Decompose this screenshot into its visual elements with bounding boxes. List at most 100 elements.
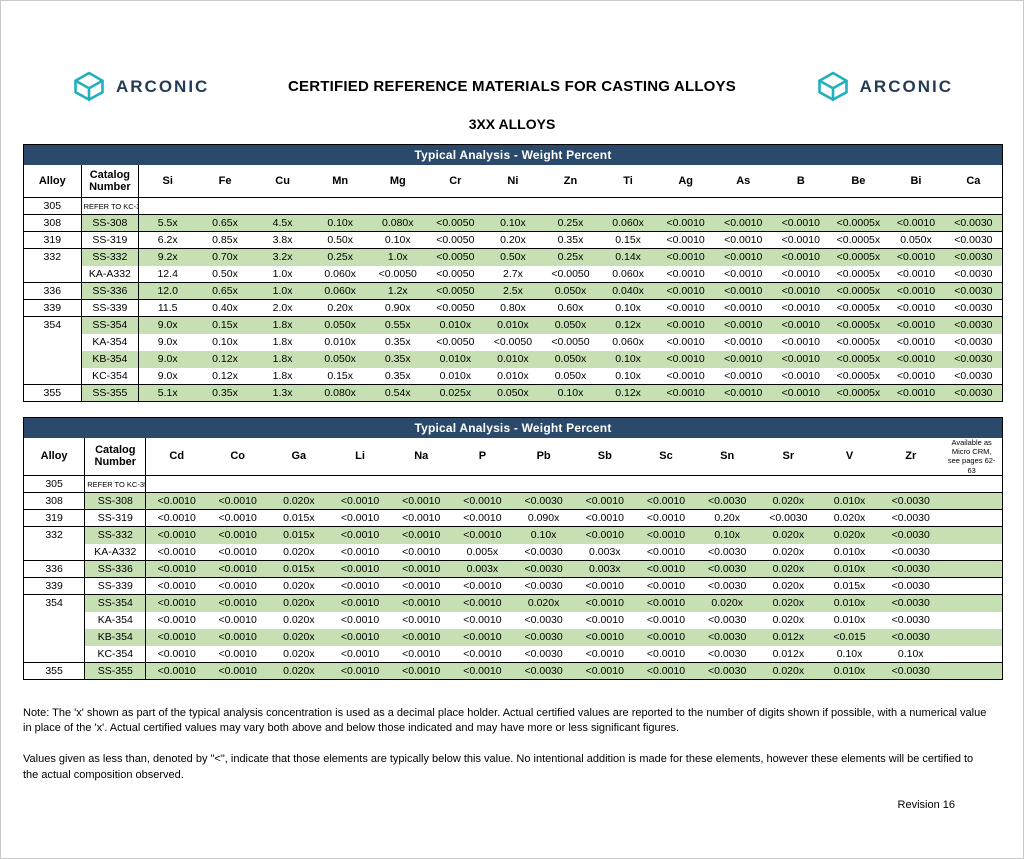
value-cell [944,197,1003,215]
catalog-cell: KB-354 [84,628,147,646]
column-header: B [772,164,830,198]
table-row: 319 SS-319 6.2x 0.85x 3.8x 0.50x 0.10x <0.0050 0… [23,231,1003,249]
value-cell: <0.0010 [887,350,945,368]
catalog-cell: KA-354 [81,333,140,351]
value-cell: <0.0010 [574,526,636,544]
value-cell [390,475,452,493]
column-header: Mn [311,164,369,198]
value-cell: <0.0050 [426,299,485,317]
alloy-cell: 332 [23,248,82,266]
value-cell: 0.020x [283,647,315,660]
value-cell: <0.0010 [329,577,391,595]
value-cell: 12.0 [138,282,197,300]
note-less-than: Values given as less than, denoted by "<… [23,753,974,781]
column-header: Fe [196,164,254,198]
column-header: Mg [368,164,427,198]
column-header-row: Alloy Catalog Number Si Fe Cu Mn Mg Cr Ni Zn Ti Ag A… [23,164,1003,198]
value-cell: <0.0030 [696,560,758,578]
value-cell: 0.50x [484,248,542,266]
value-cell: <0.0010 [772,384,830,402]
table-row: 308 SS-308 5.5x 0.65x 4.5x 0.10x 0.080x <0.0050… [23,214,1003,232]
value-cell: 0.020x [268,662,330,680]
value-cell: <0.0050 [493,336,533,348]
value-cell: 0.35x [368,350,427,368]
value-cell: 0.80x [484,299,542,317]
value-cell: 0.012x [757,628,819,646]
value-cell: <0.0010 [145,509,208,527]
value-cell: 0.54x [368,384,427,402]
value-cell: <0.0030 [944,248,1003,266]
value-cell: 0.080x [368,214,427,232]
value-cell: <0.0010 [207,509,269,527]
value-cell: <0.0010 [451,492,513,510]
value-cell: <0.0010 [390,492,452,510]
value-cell: 1.0x [368,248,427,266]
value-cell: <0.0010 [646,545,686,558]
value-cell [541,197,600,215]
value-cell: <0.0010 [714,214,773,232]
value-cell: <0.0010 [329,526,391,544]
value-cell: 0.85x [196,231,254,249]
value-cell: <0.0010 [887,248,945,266]
value-cell: 0.25x [311,248,369,266]
value-cell: <0.0010 [451,577,513,595]
value-cell: <0.0010 [157,647,196,660]
value-cell: 0.20x [484,231,542,249]
refer-cell: REFER TO KC-355 [81,197,140,215]
value-cell: 0.025x [426,384,485,402]
value-cell [138,197,197,215]
value-cell: 0.14x [599,248,657,266]
value-cell [451,475,513,493]
alloy-cell: 354 [23,594,86,612]
value-cell: <0.0010 [329,594,391,612]
value-cell: 0.55x [368,316,427,334]
catalog-cell: SS-332 [81,248,140,266]
value-cell: <0.0010 [887,384,945,402]
catalog-cell: SS-319 [81,231,140,249]
value-cell [574,475,636,493]
value-cell: 0.90x [368,299,427,317]
value-cell: <0.0010 [340,614,380,626]
value-cell: <0.0010 [451,509,513,527]
value-cell: <0.0030 [708,545,747,558]
value-cell: 0.020x [757,560,819,578]
value-cell: 0.15x [599,231,657,249]
arconic-wordmark: ARCONIC [859,76,953,96]
value-cell: 0.010x [324,336,356,348]
column-header: Sr [757,437,819,476]
value-cell: 0.020x [283,614,315,626]
column-header: Catalog Number [81,164,140,198]
value-cell: <0.0010 [390,594,452,612]
value-cell [880,475,942,493]
value-cell: 0.012x [772,647,805,660]
value-cell: 0.25x [541,248,600,266]
value-cell [253,197,312,215]
alloy-cell [23,333,82,351]
column-header: Available as Micro CRM, see pages 62-63 [941,437,1003,476]
value-cell [207,475,269,493]
value-cell: <0.0005x [829,384,888,402]
value-cell: <0.0030 [524,614,563,626]
alloy-cell: 319 [23,231,82,249]
value-cell: 0.10x [484,214,542,232]
alloy-cell [23,265,82,283]
value-cell: <0.0010 [714,384,773,402]
value-cell: <0.0005x [836,336,881,348]
value-cell: <0.0010 [656,214,715,232]
value-cell: <0.0010 [390,526,452,544]
value-cell: <0.0050 [551,267,590,280]
value-cell: <0.0010 [390,577,452,595]
alloy-cell: 355 [23,384,82,402]
catalog-cell: SS-355 [81,384,140,402]
value-cell: <0.0030 [880,594,942,612]
value-cell: 12.4 [157,267,178,280]
value-cell: 0.020x [268,628,330,646]
value-cell: <0.0010 [887,282,945,300]
value-cell: <0.0010 [772,299,830,317]
value-cell: 0.060x [612,267,644,280]
value-cell: 1.8x [253,350,312,368]
value-cell: <0.0030 [880,492,942,510]
value-cell [656,197,715,215]
